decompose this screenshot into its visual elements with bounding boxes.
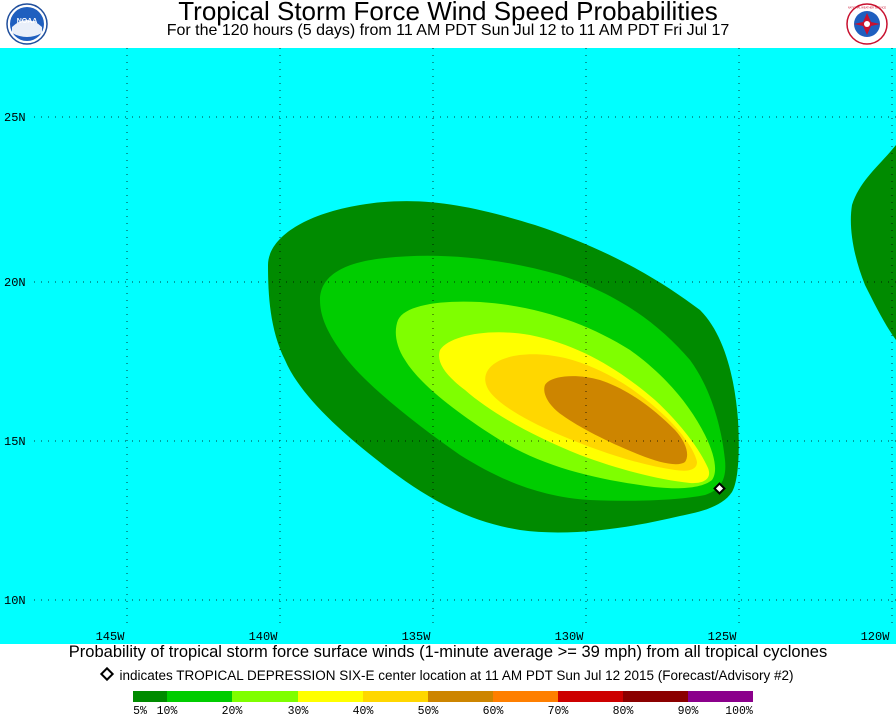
lat-label-10n: 10N [4, 594, 26, 608]
page-subtitle: For the 120 hours (5 days) from 11 AM PD… [166, 22, 730, 39]
map-caption: Probability of tropical storm force surf… [68, 643, 828, 661]
longitude-labels: 145W 140W 135W 130W 125W 120W [96, 630, 891, 644]
legend-label: 5% [133, 705, 147, 716]
probability-legend: 5% 10% 20% 30% 40% 50% 60% 70% 80% 90% 100% [133, 691, 753, 716]
nws-logo: NATIONAL WEATHER SERVICE [846, 3, 888, 45]
legend-label: 80% [613, 705, 634, 716]
noaa-logo: NOAA [6, 3, 48, 45]
legend-label: 10% [157, 705, 178, 716]
contour-5pct-east [850, 145, 896, 340]
lat-label-20n: 20N [4, 276, 26, 290]
lon-label-120w: 120W [861, 630, 891, 644]
legend-swatch [167, 691, 232, 702]
probability-map: 25N 20N 15N 10N 145W 140W 135W 130W 125W… [0, 48, 896, 644]
diamond-marker-icon [100, 666, 115, 682]
lat-label-15n: 15N [4, 435, 26, 449]
lon-label-135w: 135W [402, 630, 432, 644]
legend-swatches [133, 691, 753, 702]
lon-label-130w: 130W [555, 630, 585, 644]
header: NOAA Tropical Storm Force Wind Speed Pro… [0, 0, 896, 48]
legend-label: 100% [725, 705, 753, 716]
storm-center-marker [713, 482, 726, 495]
legend-label: 70% [548, 705, 569, 716]
lon-label-125w: 125W [708, 630, 738, 644]
legend-labels: 5% 10% 20% 30% 40% 50% 60% 70% 80% 90% 100% [133, 705, 753, 716]
legend-swatch [558, 691, 623, 702]
legend-label: 40% [353, 705, 374, 716]
lat-label-25n: 25N [4, 111, 26, 125]
storm-note-text: indicates TROPICAL DEPRESSION SIX-E cent… [119, 668, 794, 683]
nws-logo-text: NATIONAL WEATHER SERVICE [848, 6, 887, 10]
legend-label: 60% [483, 705, 504, 716]
legend-swatch [493, 691, 558, 702]
legend-label: 30% [288, 705, 309, 716]
legend-swatch [232, 691, 298, 702]
legend-swatch [428, 691, 493, 702]
legend-swatch [363, 691, 428, 702]
legend-label: 20% [222, 705, 243, 716]
legend-label: 90% [678, 705, 699, 716]
lon-label-145w: 145W [96, 630, 126, 644]
legend-swatch [688, 691, 753, 702]
contour-50pct [544, 376, 688, 465]
lon-label-140w: 140W [249, 630, 279, 644]
noaa-logo-text: NOAA [17, 18, 38, 25]
legend-swatch [133, 691, 167, 702]
legend-label: 50% [418, 705, 439, 716]
storm-note: indicates TROPICAL DEPRESSION SIX-E cent… [0, 666, 896, 683]
page-title: Tropical Storm Force Wind Speed Probabil… [178, 0, 718, 26]
legend-swatch [623, 691, 688, 702]
legend-swatch [298, 691, 363, 702]
latitude-labels: 25N 20N 15N 10N [4, 111, 26, 608]
